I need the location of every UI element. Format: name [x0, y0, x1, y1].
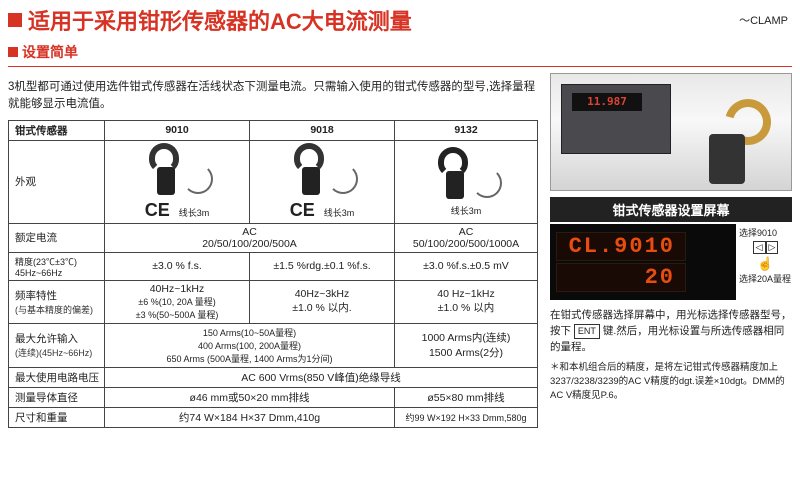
- rated-12: AC 20/50/100/200/500A: [105, 223, 395, 252]
- ent-key[interactable]: ENT: [574, 324, 600, 340]
- subtitle-text: 设置简单: [22, 42, 78, 62]
- section-subtitle: 设置简单: [8, 42, 792, 62]
- th-9010: 9010: [105, 120, 250, 140]
- subtitle-bullet-icon: [8, 47, 18, 57]
- freq-2a: 40Hz~3kHz: [295, 288, 350, 300]
- size-12: 约74 W×184 H×37 Dmm,410g: [105, 407, 395, 427]
- product-photo: 11.987: [550, 73, 792, 191]
- freq-1b: ±6 %(10, 20A 量程) ±3 %(50~500A 量程): [136, 297, 219, 320]
- thumb-9132: 线长3m: [395, 140, 538, 223]
- header-row: 适用于采用钳形传感器的AC大电流测量 ～CLAMP: [8, 4, 792, 36]
- cable-len: 线长3m: [451, 206, 482, 216]
- freq-3b: ±1.0 % 以内: [438, 302, 495, 314]
- side-label-1: 选择9010: [739, 226, 792, 239]
- content-columns: 3机型都可通过使用选件钳式传感器在活线状态下测量电流。只需输入使用的钳式传感器的…: [8, 73, 792, 428]
- freq-sublabel: (与基本精度的偏差): [15, 305, 93, 315]
- dia-12: ø46 mm或50×20 mm排线: [105, 387, 395, 407]
- maxin-label: 最大允许输入: [15, 333, 78, 345]
- cursor-buttons: ◁▷: [739, 241, 792, 254]
- label-appearance: 外观: [9, 140, 105, 223]
- title-bullet-icon: [8, 13, 22, 27]
- freq-2b: ±1.0 % 以内.: [292, 302, 351, 314]
- clamp-thumb-icon: [282, 143, 362, 198]
- label-diameter: 测量导体直径: [9, 387, 105, 407]
- meter-icon: 11.987: [561, 84, 671, 154]
- label-rated: 额定电流: [9, 223, 105, 252]
- size-3: 约99 W×192 H×33 Dmm,580g: [395, 407, 538, 427]
- hand-icon: ☝: [739, 256, 792, 272]
- spec-table: 钳式传感器 9010 9018 9132 外观 CE 线长3m CE 线长3m: [8, 120, 538, 428]
- clamp-thumb-icon: [137, 143, 217, 198]
- row-rated: 额定电流 AC 20/50/100/200/500A AC 50/100/200…: [9, 223, 538, 252]
- th-sensor: 钳式传感器: [9, 120, 105, 140]
- left-column: 3机型都可通过使用选件钳式传感器在活线状态下测量电流。只需输入使用的钳式传感器的…: [8, 73, 538, 428]
- freq-label: 频率特性: [15, 290, 57, 302]
- row-appearance: 外观 CE 线长3m CE 线长3m 线长3m: [9, 140, 538, 223]
- freq-1a: 40Hz~1kHz: [150, 283, 205, 295]
- label-accuracy: 精度(23℃±3℃) 45Hz~66Hz: [9, 252, 105, 280]
- clamp-thumb-icon: [426, 147, 506, 202]
- row-size: 尺寸和重量 约74 W×184 H×37 Dmm,410g 约99 W×192 …: [9, 407, 538, 427]
- row-maxin: 最大允许输入 (连续)(45Hz~66Hz) 150 Arms(10~50A量程…: [9, 323, 538, 367]
- cable-len: 线长3m: [179, 208, 210, 218]
- lcd-side-labels: 选择9010 ◁▷ ☝ 选择20A量程: [736, 222, 792, 300]
- cable-len: 线长3m: [324, 208, 355, 218]
- maxin-12b: 400 Arms(100, 200A量程): [198, 341, 301, 351]
- row-diameter: 测量导体直径 ø46 mm或50×20 mm排线 ø55×80 mm排线: [9, 387, 538, 407]
- label-maxv: 最大使用电路电压: [9, 367, 105, 387]
- maxin-3: 1000 Arms内(连续) 1500 Arms(2分): [395, 323, 538, 367]
- maxin-3b: 1500 Arms(2分): [429, 347, 503, 359]
- freq-1: 40Hz~1kHz ±6 %(10, 20A 量程) ±3 %(50~500A …: [105, 280, 250, 323]
- footnote: ＊和本机组合后的精度，是将左记钳式传感器精度加上3237/3238/3239的A…: [550, 361, 792, 402]
- instruction-text: 在钳式传感器选择屏幕中，用光标选择传感器型号，按下 ENT 键.然后，用光标设置…: [550, 308, 792, 355]
- acc-3: ±3.0 %f.s.±0.5 mV: [395, 252, 538, 280]
- freq-3: 40 Hz~1kHz ±1.0 % 以内: [395, 280, 538, 323]
- side-label-2: 选择20A量程: [739, 272, 792, 285]
- maxin-12: 150 Arms(10~50A量程) 400 Arms(100, 200A量程)…: [105, 323, 395, 367]
- clamp-label: ～CLAMP: [739, 12, 788, 28]
- freq-2: 40Hz~3kHz ±1.0 % 以内.: [250, 280, 395, 323]
- lcd-panel: CL.9010 20: [550, 224, 736, 300]
- maxin-12c: 650 Arms (500A量程, 1400 Arms为1分间): [166, 354, 332, 364]
- page-title: 适用于采用钳形传感器的AC大电流测量: [8, 4, 412, 36]
- arrow-right-icon[interactable]: ▷: [766, 241, 779, 254]
- th-9132: 9132: [395, 120, 538, 140]
- row-accuracy: 精度(23℃±3℃) 45Hz~66Hz ±3.0 % f.s. ±1.5 %r…: [9, 252, 538, 280]
- thumb-9018: CE 线长3m: [250, 140, 395, 223]
- label-freq: 频率特性 (与基本精度的偏差): [9, 280, 105, 323]
- intro-text: 3机型都可通过使用选件钳式传感器在活线状态下测量电流。只需输入使用的钳式传感器的…: [8, 79, 538, 114]
- title-text: 适用于采用钳形传感器的AC大电流测量: [28, 4, 412, 36]
- lcd-line1: CL.9010: [556, 232, 686, 261]
- lcd-line2: 20: [556, 263, 686, 292]
- divider: [8, 66, 792, 67]
- maxin-sublabel: (连续)(45Hz~66Hz): [15, 348, 92, 358]
- acc-1: ±3.0 % f.s.: [105, 252, 250, 280]
- label-maxin: 最大允许输入 (连续)(45Hz~66Hz): [9, 323, 105, 367]
- clamp-icon: [701, 99, 771, 184]
- row-maxv: 最大使用电路电压 AC 600 Vrms(850 V峰值)绝缘导线: [9, 367, 538, 387]
- meter-display: 11.987: [572, 93, 642, 111]
- thumb-9010: CE 线长3m: [105, 140, 250, 223]
- maxin-12a: 150 Arms(10~50A量程): [203, 328, 296, 338]
- maxv-val: AC 600 Vrms(850 V峰值)绝缘导线: [105, 367, 538, 387]
- row-freq: 频率特性 (与基本精度的偏差) 40Hz~1kHz ±6 %(10, 20A 量…: [9, 280, 538, 323]
- table-header-row: 钳式传感器 9010 9018 9132: [9, 120, 538, 140]
- arrow-left-icon[interactable]: ◁: [753, 241, 766, 254]
- ce-mark-icon: CE: [145, 200, 170, 220]
- th-9018: 9018: [250, 120, 395, 140]
- dia-3: ø55×80 mm排线: [395, 387, 538, 407]
- rated-3: AC 50/100/200/500/1000A: [395, 223, 538, 252]
- acc-2: ±1.5 %rdg.±0.1 %f.s.: [250, 252, 395, 280]
- ce-mark-icon: CE: [290, 200, 315, 220]
- maxin-3a: 1000 Arms内(连续): [422, 332, 511, 344]
- freq-3a: 40 Hz~1kHz: [437, 288, 494, 300]
- label-size: 尺寸和重量: [9, 407, 105, 427]
- right-column: 11.987 钳式传感器设置屏幕 CL.9010 20 选择9010 ◁▷: [550, 73, 792, 428]
- screen-title: 钳式传感器设置屏幕: [550, 197, 792, 222]
